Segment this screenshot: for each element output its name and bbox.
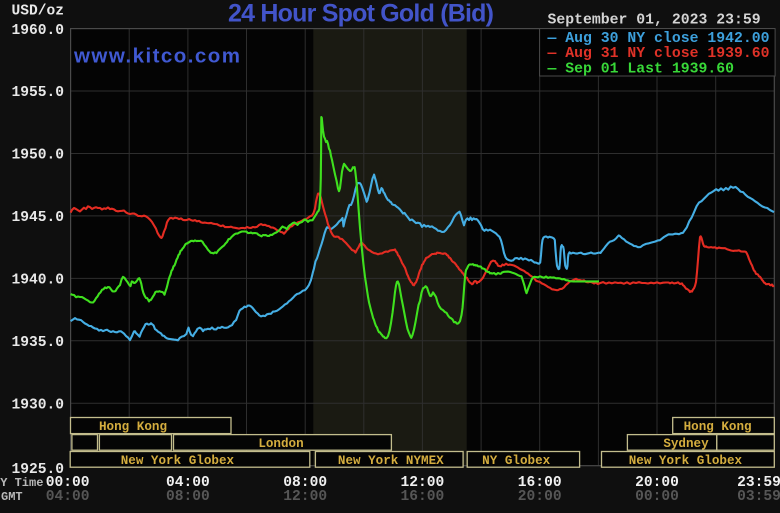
svg-text:1930.0: 1930.0	[11, 398, 64, 414]
svg-text:24 Hour Spot Gold (Bid): 24 Hour Spot Gold (Bid)	[228, 0, 494, 28]
svg-text:www.kitco.com: www.kitco.com	[73, 45, 240, 68]
svg-text:Hong Kong: Hong Kong	[99, 420, 167, 434]
svg-text:NY Time: NY Time	[0, 476, 43, 490]
svg-text:1935.0: 1935.0	[11, 335, 64, 351]
svg-text:1945.0: 1945.0	[11, 210, 64, 226]
svg-text:— Aug 31 NY close 1939.60: — Aug 31 NY close 1939.60	[547, 46, 770, 62]
svg-text:00:00: 00:00	[46, 475, 90, 491]
svg-text:20:00: 20:00	[518, 489, 562, 505]
svg-text:1925.0: 1925.0	[11, 462, 64, 478]
svg-text:Sydney: Sydney	[663, 437, 709, 451]
svg-text:London: London	[258, 437, 303, 451]
svg-text:— Aug 30 NY close 1942.00: — Aug 30 NY close 1942.00	[547, 31, 770, 47]
svg-text:New York Globex: New York Globex	[629, 454, 743, 468]
svg-text:New York NYMEX: New York NYMEX	[338, 454, 444, 468]
svg-text:1940.0: 1940.0	[11, 273, 64, 289]
svg-text:1950.0: 1950.0	[11, 148, 64, 164]
svg-text:20:00: 20:00	[635, 475, 679, 491]
svg-text:08:00: 08:00	[283, 475, 327, 491]
svg-text:GMT: GMT	[1, 490, 23, 504]
svg-text:16:00: 16:00	[518, 475, 562, 491]
svg-text:New York Globex: New York Globex	[121, 454, 235, 468]
svg-text:04:00: 04:00	[46, 489, 90, 505]
svg-text:23:59: 23:59	[737, 475, 780, 491]
svg-text:1960.0: 1960.0	[11, 23, 64, 39]
svg-text:Hong Kong: Hong Kong	[684, 420, 752, 434]
svg-text:12:00: 12:00	[401, 475, 445, 491]
svg-text:00:00: 00:00	[635, 489, 679, 505]
svg-text:03:59: 03:59	[737, 489, 780, 505]
svg-text:12:00: 12:00	[283, 489, 327, 505]
svg-text:USD/oz: USD/oz	[11, 4, 64, 20]
svg-text:08:00: 08:00	[166, 489, 210, 505]
svg-text:NY Globex: NY Globex	[482, 454, 550, 468]
svg-text:1955.0: 1955.0	[11, 85, 64, 101]
svg-text:16:00: 16:00	[401, 489, 445, 505]
svg-text:September 01, 2023 23:59: September 01, 2023 23:59	[548, 12, 761, 28]
svg-text:— Sep 01 Last 1939.60: — Sep 01 Last 1939.60	[547, 61, 735, 77]
svg-text:04:00: 04:00	[166, 475, 210, 491]
